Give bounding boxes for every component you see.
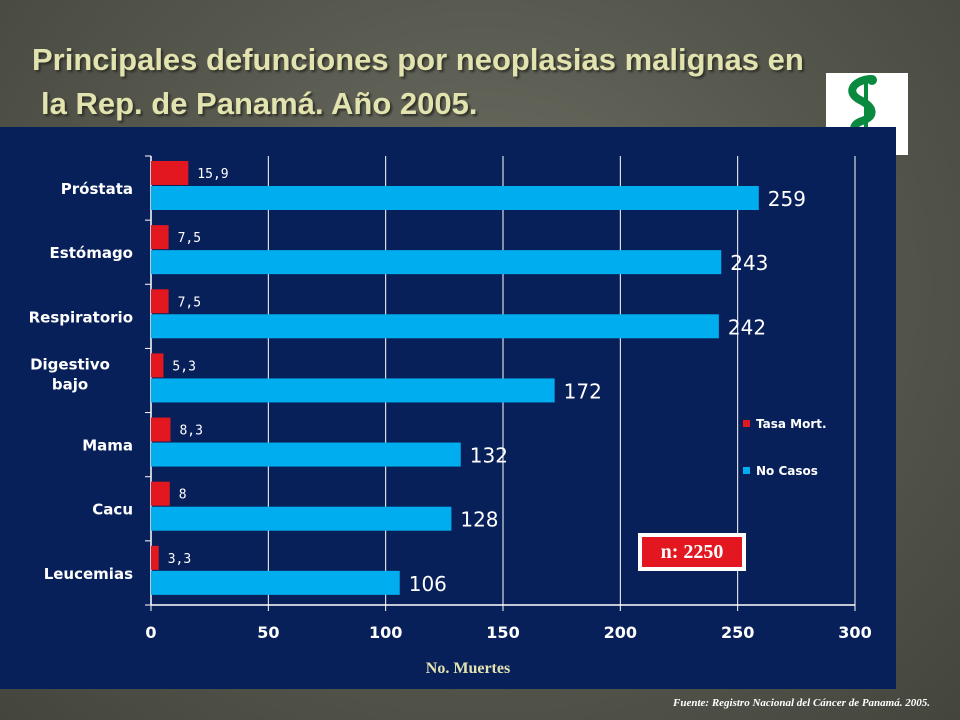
bar-casos-respiratorio bbox=[151, 314, 719, 339]
bar-tasa-digestivo-bajo bbox=[151, 353, 164, 378]
title-line-1: Principales defunciones por neoplasias m… bbox=[32, 42, 804, 77]
bar-casos-estomago bbox=[151, 250, 722, 275]
legend-label-casos: No Casos bbox=[756, 464, 818, 478]
label-casos-cacu: 128 bbox=[460, 508, 498, 532]
legend-swatch-tasa bbox=[743, 420, 750, 427]
bar-tasa-mama bbox=[151, 417, 171, 442]
total-badge-label: n: 2250 bbox=[642, 537, 742, 567]
label-tasa-digestivo-bajo: 5,3 bbox=[172, 359, 195, 374]
category-cacu: Cacu bbox=[92, 501, 133, 519]
bar-casos-digestivo-bajo bbox=[151, 378, 555, 403]
category-mama: Mama bbox=[82, 437, 133, 455]
staff-icon bbox=[864, 76, 868, 134]
label-tasa-cacu: 8 bbox=[179, 488, 187, 503]
label-casos-mama: 132 bbox=[470, 444, 508, 468]
label-tasa-prostata: 15,9 bbox=[197, 167, 228, 182]
x-tick-0: 0 bbox=[145, 623, 156, 642]
legend-swatch-casos bbox=[743, 467, 750, 474]
label-tasa-estomago: 7,5 bbox=[178, 231, 201, 246]
serpent-icon bbox=[848, 75, 876, 137]
x-tick-300: 300 bbox=[838, 623, 871, 642]
serpent-head-icon bbox=[867, 75, 877, 85]
bars bbox=[151, 161, 759, 595]
label-casos-respiratorio: 242 bbox=[728, 315, 766, 339]
x-tick-150: 150 bbox=[486, 623, 519, 642]
category-estomago: Estómago bbox=[50, 244, 133, 262]
x-tick-200: 200 bbox=[604, 623, 637, 642]
label-tasa-respiratorio: 7,5 bbox=[178, 295, 201, 310]
bar-tasa-respiratorio bbox=[151, 289, 169, 314]
category-prostata: Próstata bbox=[61, 180, 133, 198]
source-note: Fuente: Registro Nacional del Cáncer de … bbox=[673, 697, 930, 709]
title-line-2: la Rep. de Panamá. Año 2005. bbox=[41, 86, 478, 121]
total-badge: n: 2250 bbox=[638, 533, 746, 571]
tick-labels: 0 50 100 150 200 250 300 bbox=[145, 623, 871, 642]
bar-chart: 15,9 259 7,5 243 7,5 242 5,3 172 8,3 132 8 128 3,3 10… bbox=[29, 155, 872, 677]
bar-casos-cacu bbox=[151, 506, 452, 531]
label-casos-digestivo-bajo: 172 bbox=[564, 379, 602, 403]
bar-casos-mama bbox=[151, 442, 461, 467]
category-digestivo-bajo: Digestivo bajo bbox=[30, 355, 110, 393]
x-tick-50: 50 bbox=[257, 623, 279, 642]
bar-tasa-estomago bbox=[151, 225, 169, 250]
category-leucemias: Leucemias bbox=[44, 565, 133, 583]
page-title: Principales defunciones por neoplasias m… bbox=[32, 38, 804, 126]
x-axis-label: No. Muertes bbox=[426, 660, 510, 677]
label-casos-leucemias: 106 bbox=[409, 572, 447, 596]
bar-casos-leucemias bbox=[151, 570, 400, 595]
x-tick-250: 250 bbox=[721, 623, 754, 642]
label-casos-prostata: 259 bbox=[768, 187, 806, 211]
category-labels: Próstata Estómago Respiratorio Digestivo baj… bbox=[29, 180, 133, 583]
bar-tasa-cacu bbox=[151, 481, 170, 506]
bar-casos-prostata bbox=[151, 186, 759, 210]
label-tasa-mama: 8,3 bbox=[179, 424, 202, 439]
label-casos-estomago: 243 bbox=[730, 251, 768, 275]
category-respiratorio: Respiratorio bbox=[29, 308, 133, 326]
bar-tasa-leucemias bbox=[151, 545, 159, 570]
legend: Tasa Mort. No Casos bbox=[743, 417, 827, 478]
x-tick-100: 100 bbox=[369, 623, 402, 642]
chart-panel: 15,9 259 7,5 243 7,5 242 5,3 172 8,3 132 8 128 3,3 10… bbox=[0, 127, 896, 689]
legend-label-tasa: Tasa Mort. bbox=[756, 417, 827, 431]
label-tasa-leucemias: 3,3 bbox=[168, 552, 191, 567]
bar-tasa-prostata bbox=[151, 161, 189, 185]
value-labels: 15,9 259 7,5 243 7,5 242 5,3 172 8,3 132 8 128 3,3 10… bbox=[168, 167, 806, 596]
